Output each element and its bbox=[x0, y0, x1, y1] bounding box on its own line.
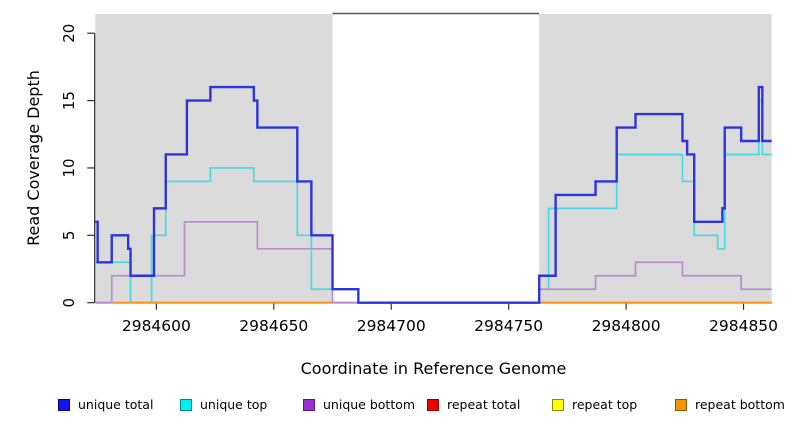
legend-label-unique-top: unique top bbox=[200, 397, 268, 412]
legend-swatch-unique-top bbox=[180, 399, 192, 411]
legend-item-unique-top: unique top bbox=[180, 398, 267, 412]
x-axis-title: Coordinate in Reference Genome bbox=[300, 359, 567, 378]
legend-item-repeat-total: repeat total bbox=[427, 398, 520, 412]
y-tick-label-20: 20 bbox=[60, 24, 78, 43]
legend-label-repeat-total: repeat total bbox=[447, 397, 521, 412]
x-tick-label-2984700: 2984700 bbox=[357, 317, 426, 335]
x-tick-label-2984600: 2984600 bbox=[122, 317, 191, 335]
covered-region-left bbox=[95, 14, 333, 303]
legend-swatch-repeat-bottom bbox=[675, 399, 687, 411]
legend-swatch-unique-bottom bbox=[303, 399, 315, 411]
legend-item-unique-total: unique total bbox=[58, 398, 153, 412]
y-tick-label-10: 10 bbox=[60, 158, 78, 177]
y-axis-title: Read Coverage Depth bbox=[24, 70, 43, 246]
legend-label-repeat-top: repeat top bbox=[572, 397, 638, 412]
y-tick-label-0: 0 bbox=[60, 298, 78, 308]
legend-swatch-repeat-total bbox=[427, 399, 439, 411]
x-tick-label-2984650: 2984650 bbox=[239, 317, 308, 335]
legend-swatch-repeat-top bbox=[552, 399, 564, 411]
legend-swatch-unique-total bbox=[58, 399, 70, 411]
legend-label-repeat-bottom: repeat bottom bbox=[695, 397, 785, 412]
legend-item-repeat-top: repeat top bbox=[552, 398, 637, 412]
covered-region-right bbox=[539, 14, 772, 303]
series-line-unique-total bbox=[95, 85, 772, 304]
x-tick-label-2984750: 2984750 bbox=[474, 317, 543, 335]
x-tick-label-2984850: 2984850 bbox=[709, 317, 778, 335]
legend: unique total unique top unique bottom repea… bbox=[0, 398, 792, 420]
legend-item-repeat-bottom: repeat bottom bbox=[675, 398, 785, 412]
legend-label-unique-bottom: unique bottom bbox=[323, 397, 416, 412]
legend-item-unique-bottom: unique bottom bbox=[303, 398, 415, 412]
legend-label-unique-total: unique total bbox=[78, 397, 154, 412]
y-tick-label-5: 5 bbox=[60, 231, 78, 241]
y-tick-label-15: 15 bbox=[60, 91, 78, 110]
x-tick-label-2984800: 2984800 bbox=[592, 317, 661, 335]
